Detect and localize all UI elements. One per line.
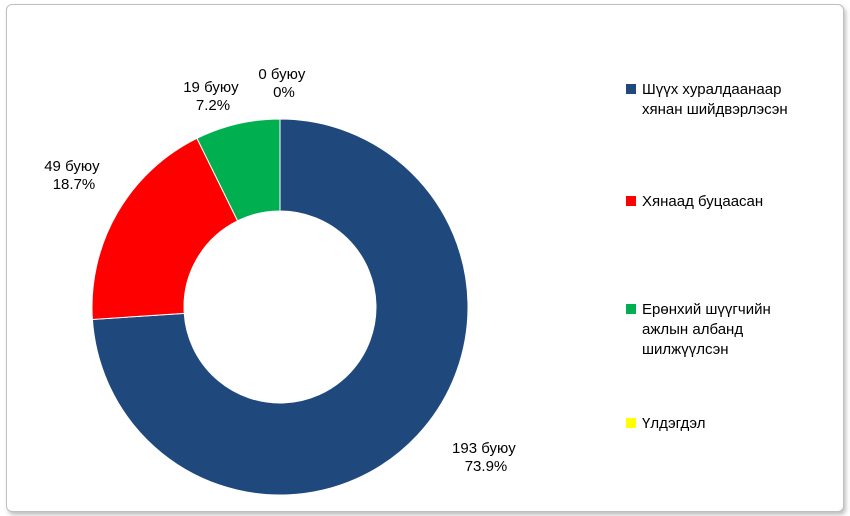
donut-slice-1	[91, 137, 239, 320]
legend-label-0: Шүүх хуралдаанаар хянан шийдвэрлэсэн	[642, 81, 788, 118]
data-label-2: 19 буюу 7.2%	[183, 79, 243, 114]
legend-label-2: Ерөнхий шүүгчийн ажлын албанд шилжүүлсэн	[642, 301, 775, 358]
donut-slices	[91, 118, 469, 496]
legend-swatch-0	[626, 84, 636, 94]
legend-label-3: Үлдэгдэл	[642, 415, 705, 432]
data-label-0: 193 буюу 73.9%	[452, 440, 520, 475]
donut-slice-0	[91, 118, 469, 496]
legend-label-1: Хянаад буцаасан	[642, 193, 763, 210]
legend-swatch-1	[626, 196, 636, 206]
donut-slice-2	[196, 118, 281, 222]
data-label-1: 49 буюу 18.7%	[44, 158, 104, 193]
legend-swatch-3	[626, 418, 636, 428]
legend: Шүүх хуралдаанаар хянан шийдвэрлэсэн Хян…	[626, 81, 788, 432]
legend-swatch-2	[626, 304, 636, 314]
data-label-3: 0 буюу 0%	[258, 66, 309, 101]
